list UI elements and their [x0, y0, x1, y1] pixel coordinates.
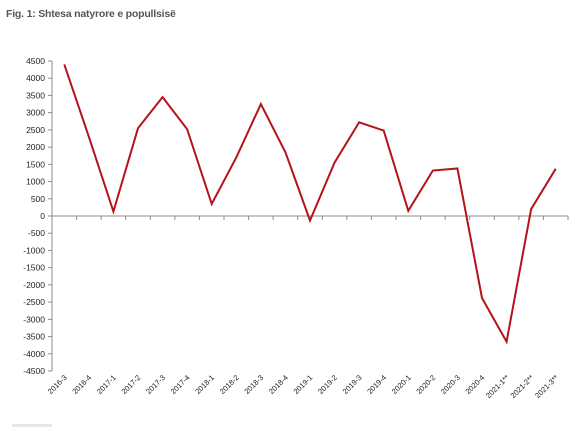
y-tick-label: 4500 [26, 56, 45, 66]
x-tick-label: 2020-4 [464, 373, 487, 396]
x-tick-label: 2016-3 [46, 373, 69, 396]
y-tick-label: 1000 [26, 177, 45, 187]
x-axis: 2016-3 2016-4 2017-1 2017-2 2017-3 2017-4 2018… [46, 215, 569, 400]
series-group [63, 64, 557, 345]
y-axis: 4500 4000 3500 3000 2500 2000 1500 1000 500 0 -500… [23, 56, 53, 376]
y-tick-label: 1500 [26, 159, 45, 169]
x-tick-label: 2019-2 [316, 373, 339, 396]
y-tick-label: -3500 [23, 332, 45, 342]
x-tick-label: 2019-1 [292, 373, 315, 396]
y-tick-label: 2500 [26, 125, 45, 135]
x-tick-label: 2020-1 [390, 373, 413, 396]
y-tick-label: -4000 [23, 349, 45, 359]
y-tick-label: 500 [31, 194, 45, 204]
x-tick-label: 2021-3** [533, 373, 560, 400]
x-tick-label: 2018-1 [193, 373, 216, 396]
series-line [63, 64, 557, 345]
x-tick-label: 2017-3 [144, 373, 167, 396]
y-tick-label: 3000 [26, 108, 45, 118]
x-tick-label: 2021-1** [484, 373, 511, 400]
y-tick-label: -1000 [23, 245, 45, 255]
x-tick-label: 2020-3 [439, 373, 462, 396]
x-tick-label: 2019-3 [341, 373, 364, 396]
y-tick-label: -1500 [23, 263, 45, 273]
x-tick-label: 2017-4 [169, 373, 192, 396]
y-tick-label: -2500 [23, 297, 45, 307]
x-tick-label: 2018-2 [218, 373, 241, 396]
y-tick-label: -3000 [23, 314, 45, 324]
y-tick-label: -2000 [23, 280, 45, 290]
x-tick-label: 2017-1 [95, 373, 118, 396]
x-tick-label: 2017-2 [120, 373, 143, 396]
x-tick-label: 2018-4 [267, 373, 290, 396]
y-tick-label: 3500 [26, 90, 45, 100]
x-tick-label: 2016-4 [70, 373, 93, 396]
y-tick-label: -4500 [23, 366, 45, 376]
footer-mark [12, 424, 52, 427]
x-tick-label: 2020-2 [414, 373, 437, 396]
x-tick-label: 2018-3 [242, 373, 265, 396]
y-tick-label: 4000 [26, 73, 45, 83]
y-tick-label: -500 [28, 228, 45, 238]
y-tick-label: 0 [40, 211, 45, 221]
chart-title: Fig. 1: Shtesa natyrore e popullsisë [6, 8, 176, 20]
x-tick-label: 2019-4 [365, 373, 388, 396]
y-tick-label: 2000 [26, 142, 45, 152]
x-tick-label: 2021-2** [509, 373, 536, 400]
